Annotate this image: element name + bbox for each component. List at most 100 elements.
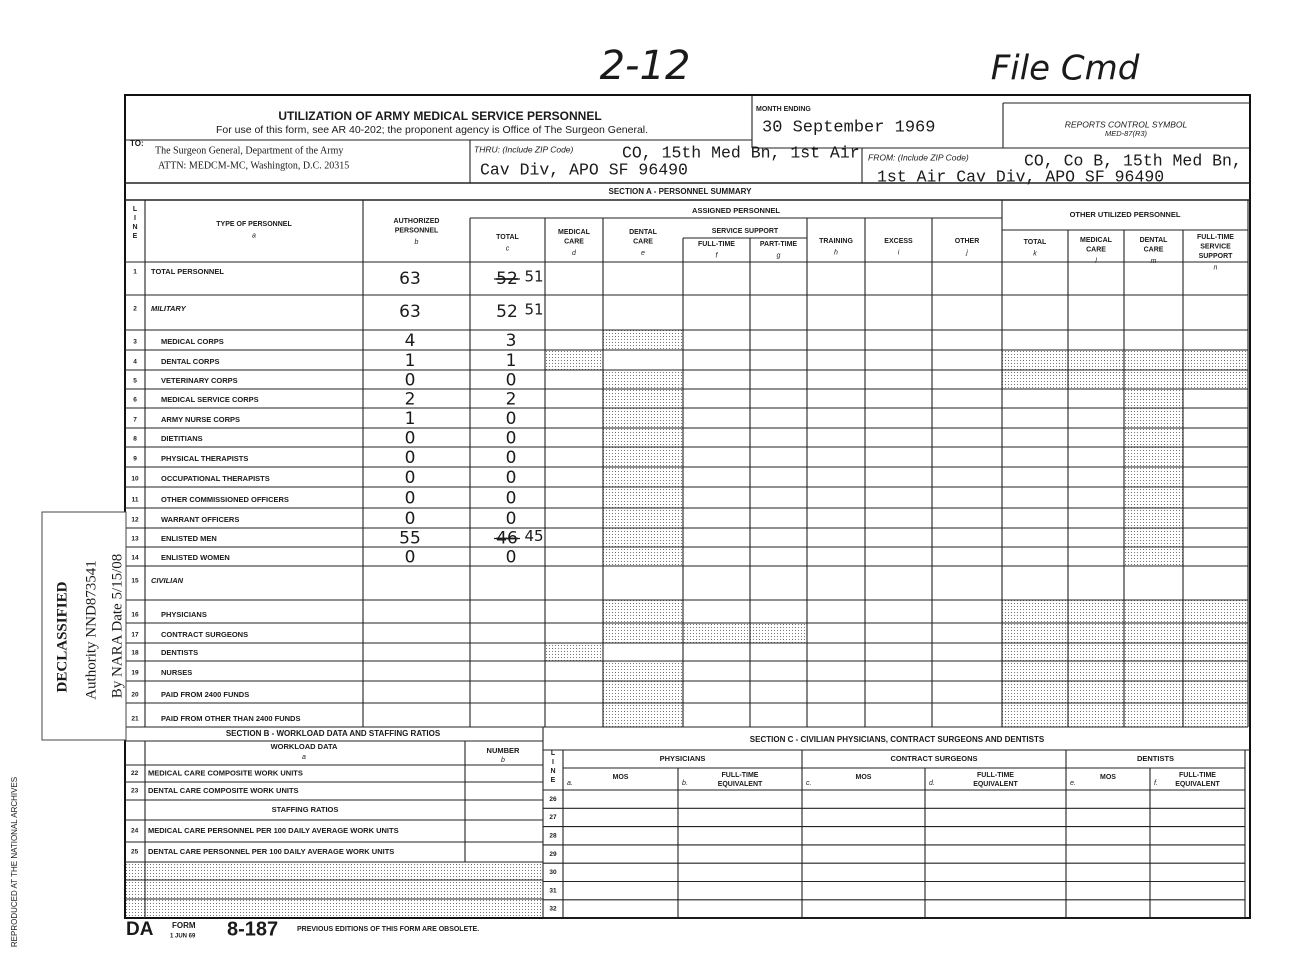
column-header: EQUIVALENT — [973, 781, 1018, 788]
line-number: 8 — [133, 436, 137, 443]
shaded-cell — [603, 681, 683, 703]
handwritten-value: 1 — [405, 351, 416, 371]
shaded-cell — [1124, 487, 1183, 508]
stamp-text: DECLASSIFIED — [54, 581, 70, 692]
column-header: TOTAL — [1024, 239, 1047, 246]
handwritten-correction: 51 — [524, 268, 543, 286]
column-letter: c — [506, 245, 510, 252]
column-letter: n — [1214, 264, 1218, 271]
handwritten-value: 0 — [405, 429, 416, 449]
line-number: 24 — [131, 828, 139, 835]
line-number: 3 — [133, 339, 137, 346]
handwritten-value: 2 — [506, 390, 517, 410]
label: b — [501, 757, 505, 764]
handwritten-value: 0 — [405, 468, 416, 488]
shaded-cell — [1124, 508, 1183, 528]
column-header: FULL-TIME — [698, 241, 735, 248]
typed-entry: 30 September 1969 — [762, 118, 935, 137]
line-number: 4 — [133, 359, 137, 366]
personnel-type: ARMY NURSE CORPS — [161, 415, 240, 424]
shaded-cell — [603, 508, 683, 528]
column-header: PERSONNEL — [395, 227, 439, 234]
shaded-cell — [1124, 428, 1183, 447]
column-header: TYPE OF PERSONNEL — [216, 221, 292, 228]
column-header: OTHER — [955, 238, 980, 245]
label: 1 JUN 69 — [170, 934, 196, 940]
handwritten-value: 0 — [506, 448, 517, 468]
form-subtitle: For use of this form, see AR 40-202; the… — [216, 124, 648, 136]
form-lines — [124, 94, 1251, 919]
label: I — [134, 215, 136, 222]
line-number: 21 — [131, 716, 139, 723]
shaded-cell — [683, 623, 807, 643]
label: FROM: (Include ZIP Code) — [868, 152, 969, 162]
section-title: SECTION B - WORKLOAD DATA AND STAFFING R… — [226, 729, 441, 738]
shaded-cell — [1124, 447, 1183, 467]
label: E — [133, 233, 138, 240]
column-header: CARE — [1144, 246, 1164, 253]
shaded-cell — [1124, 528, 1183, 547]
label: MONTH ENDING — [756, 106, 811, 113]
column-header: SERVICE — [1200, 243, 1231, 250]
column-letter: m — [1151, 258, 1157, 265]
line-number: 12 — [131, 517, 139, 524]
typed-entry: CO, 15th Med Bn, 1st Air — [622, 143, 860, 162]
line-number: 11 — [132, 497, 139, 504]
line-number: 14 — [131, 555, 139, 562]
column-header: MOS — [613, 774, 629, 781]
label: ATTN: MEDCM-MC, Washington, D.C. 20315 — [158, 160, 349, 171]
shaded-cell — [603, 487, 683, 508]
personnel-type: DIETITIANS — [161, 434, 203, 443]
line-number: 18 — [131, 650, 139, 657]
column-header: DENTAL — [1140, 237, 1169, 244]
personnel-type: OCCUPATIONAL THERAPISTS — [161, 474, 270, 483]
line-number: 17 — [131, 632, 139, 639]
label: DENTAL CARE PERSONNEL PER 100 DAILY AVER… — [148, 847, 394, 856]
label: N — [132, 224, 137, 231]
label: TO: — [130, 139, 144, 148]
column-header: MEDICAL — [558, 229, 591, 236]
handwritten-value: 52 — [496, 302, 518, 322]
label: OTHER UTILIZED PERSONNEL — [1070, 210, 1181, 219]
column-letter: j — [965, 249, 968, 256]
shaded-cell — [603, 330, 683, 350]
shaded-cell — [603, 389, 683, 408]
handwritten-value: 0 — [506, 371, 517, 391]
label: STAFFING RATIOS — [272, 805, 339, 814]
shaded-cell — [603, 467, 683, 487]
line-number: 25 — [131, 849, 139, 856]
shaded-cell — [603, 661, 683, 681]
column-letter: i — [898, 249, 900, 256]
line-number: 1 — [133, 269, 137, 276]
shaded-cell — [1002, 350, 1248, 370]
personnel-type: ENLISTED WOMEN — [161, 553, 230, 562]
column-header: FULL-TIME — [722, 772, 759, 779]
handwritten-value: 0 — [405, 371, 416, 391]
form-number: 8-187 — [227, 918, 278, 940]
line-number: 16 — [131, 612, 139, 619]
shaded-cell — [603, 547, 683, 566]
stamp-text: By NARA Date 5/15/08 — [109, 554, 125, 699]
column-header: FULL-TIME — [1179, 772, 1216, 779]
shading — [126, 330, 1248, 917]
personnel-type: PHYSICIANS — [161, 610, 207, 619]
column-header: MOS — [1100, 774, 1116, 781]
form-text: 2-12 File Cmd UTILIZATION OF ARMY MEDICAL … — [10, 43, 1242, 947]
column-header: TOTAL — [496, 234, 519, 241]
label: L — [133, 206, 138, 213]
column-header: SUPPORT — [1199, 253, 1234, 260]
line-number: 23 — [131, 788, 139, 795]
section-title: SECTION C - CIVILIAN PHYSICIANS, CONTRAC… — [750, 735, 1045, 744]
handwritten-value: 46 — [496, 529, 518, 549]
shaded-cell — [603, 370, 683, 389]
line-number: 19 — [131, 670, 139, 677]
shaded-cell — [1002, 703, 1248, 727]
handwritten-value: 2 — [405, 390, 416, 410]
personnel-type: CIVILIAN — [151, 576, 184, 585]
label: MEDICAL CARE PERSONNEL PER 100 DAILY AVE… — [148, 826, 399, 835]
column-letter: f — [716, 252, 719, 259]
line-number: 9 — [133, 456, 137, 463]
line-number: 6 — [133, 397, 137, 404]
shaded-cell — [1124, 408, 1183, 428]
